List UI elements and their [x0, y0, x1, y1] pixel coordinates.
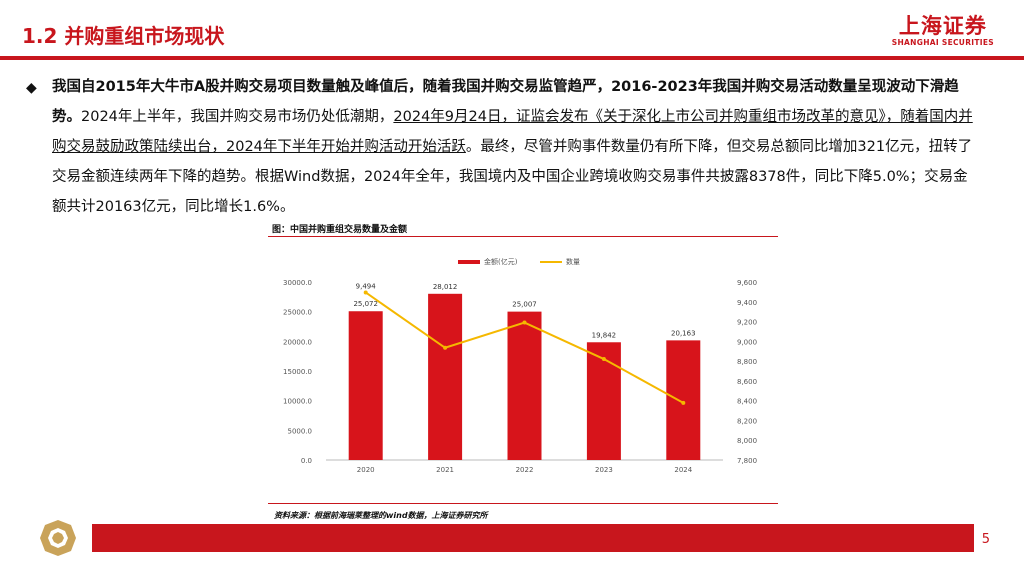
bar-amount: [507, 311, 542, 460]
source-note: 资料来源：根据前海瑞莱整理的wind数据，上海证券研究所: [274, 511, 488, 520]
left-axis-tick-label: 25000.0: [283, 309, 312, 317]
bar-value-label: 25,007: [512, 301, 537, 309]
bar-value-label: 19,842: [592, 331, 617, 339]
left-axis-tick-label: 5000.0: [288, 427, 313, 435]
header-rule: [0, 56, 1024, 60]
left-axis-tick-label: 0.0: [301, 457, 312, 465]
x-axis-tick-label: 2024: [674, 466, 692, 474]
x-axis-tick-label: 2020: [357, 466, 375, 474]
bar-value-label: 28,012: [433, 283, 458, 291]
bar-amount: [348, 311, 383, 460]
bar-amount: [666, 340, 701, 460]
right-axis-tick-label: 8,800: [737, 358, 757, 366]
line-value-label: 9,494: [356, 282, 377, 290]
right-axis-tick-label: 8,600: [737, 378, 757, 386]
company-emblem-icon: [40, 520, 76, 556]
left-axis-tick-label: 30000.0: [283, 279, 312, 287]
right-axis-tick-label: 8,000: [737, 437, 757, 445]
x-axis-tick-label: 2021: [436, 466, 454, 474]
right-axis-tick-label: 9,600: [737, 279, 757, 287]
source-rule: [268, 503, 778, 504]
line-point: [601, 357, 606, 362]
bar-value-label: 20,163: [671, 329, 696, 337]
x-axis-tick-label: 2022: [516, 466, 534, 474]
left-axis-tick-label: 20000.0: [283, 338, 312, 346]
text-part-2: 。最终，尽管并购事件数量仍有所下降，但交易总额同比增加321亿元，扭转了交易金额…: [52, 139, 973, 215]
chart-container: 0.0 5000.0 10000.0 15000.0 20000.0 25000.0 300…: [268, 238, 778, 500]
right-axis-tick-label: 9,400: [737, 299, 757, 307]
right-axis-tick-label: 9,000: [737, 338, 757, 346]
brand-logo: 上海证券 SHANGHAI SECURITIES: [892, 14, 994, 47]
right-axis-tick-label: 8,200: [737, 417, 757, 425]
right-axis-tick-label: 9,200: [737, 319, 757, 327]
bold-text: 我国自2015年大牛市A股并购交易项目数量触及峰值后，随着我国并购交易监管趋严，…: [52, 79, 959, 125]
bar-amount: [428, 293, 463, 460]
underlined-text: 2024年9月24日，证监会发布《关于深化上市公司并购重组市场改革的意见》，随着…: [52, 109, 973, 155]
bar-amount: [586, 342, 621, 460]
chart-title-rule: [268, 236, 778, 237]
legend-bar-swatch: [458, 260, 480, 264]
page-title: 1.2 并购重组市场现状: [22, 24, 225, 48]
x-axis-tick-label: 2023: [595, 466, 613, 474]
text-part-1: 2024年上半年，我国并购交易市场仍处低潮期，: [81, 109, 394, 125]
logo-english: SHANGHAI SECURITIES: [891, 38, 994, 47]
right-axis-tick-label: 7,800: [737, 457, 757, 465]
line-point: [522, 320, 527, 325]
legend-bar-label: 金额(亿元): [484, 257, 518, 266]
diamond-bullet-icon: ◆: [26, 80, 37, 96]
line-point: [363, 290, 368, 295]
paragraph-text: 我国自2015年大牛市A股并购交易项目数量触及峰值后，随着我国并购交易监管趋严，…: [52, 72, 976, 222]
chart-title: 图：中国并购重组交易数量及金额: [272, 225, 408, 235]
page-number: 5: [981, 532, 990, 547]
line-point: [681, 400, 686, 405]
left-axis-tick-label: 10000.0: [283, 398, 312, 406]
line-point: [443, 345, 448, 350]
legend-line-label: 数量: [566, 257, 580, 266]
summary-paragraph: ◆ 我国自2015年大牛市A股并购交易项目数量触及峰值后，随着我国并购交易监管趋…: [26, 72, 976, 222]
right-axis-tick-label: 8,400: [737, 398, 757, 406]
footer-bar: [92, 524, 974, 552]
left-axis-tick-label: 15000.0: [283, 368, 312, 376]
bar-value-label: 25,072: [353, 300, 378, 308]
ma-chart: 0.0 5000.0 10000.0 15000.0 20000.0 25000.0 300…: [283, 257, 757, 474]
logo-chinese: 上海证券: [898, 14, 987, 38]
